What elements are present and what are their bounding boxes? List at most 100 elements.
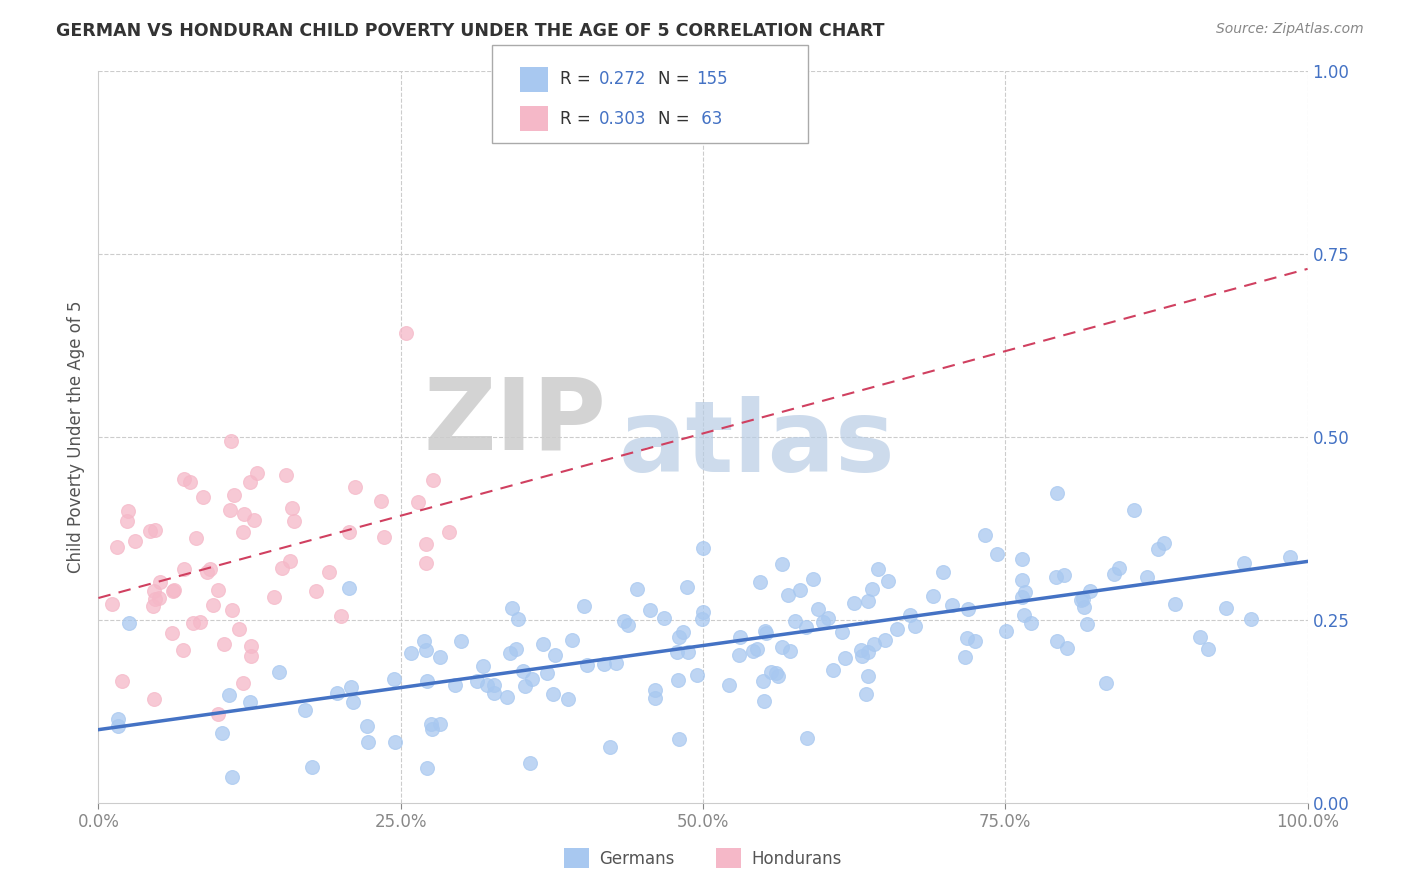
Text: Source: ZipAtlas.com: Source: ZipAtlas.com	[1216, 22, 1364, 37]
Point	[801, 572, 824, 586]
Point	[422, 473, 444, 487]
Point	[1076, 616, 1098, 631]
Point	[416, 673, 439, 688]
Point	[1108, 560, 1130, 574]
Point	[406, 494, 429, 508]
Point	[886, 622, 908, 636]
Point	[844, 596, 866, 610]
Point	[465, 673, 488, 688]
Point	[863, 637, 886, 651]
Point	[395, 326, 418, 341]
Text: 63: 63	[696, 110, 723, 128]
Point	[444, 678, 467, 692]
Point	[520, 672, 543, 686]
Point	[399, 646, 422, 660]
Point	[575, 658, 598, 673]
Point	[263, 590, 285, 604]
Point	[1070, 592, 1092, 607]
Point	[876, 574, 898, 588]
Point	[956, 601, 979, 615]
Point	[219, 434, 242, 448]
Text: 0.303: 0.303	[599, 110, 647, 128]
Point	[541, 687, 564, 701]
Point	[505, 641, 527, 656]
Point	[1095, 675, 1118, 690]
Point	[1045, 570, 1067, 584]
Point	[666, 673, 689, 687]
Point	[228, 622, 250, 636]
Point	[519, 756, 541, 771]
Point	[768, 668, 790, 682]
Point	[117, 504, 139, 518]
Point	[1197, 642, 1219, 657]
Text: 155: 155	[696, 70, 727, 88]
Point	[267, 665, 290, 680]
Point	[232, 676, 254, 690]
Text: N =: N =	[658, 70, 695, 88]
Point	[1278, 549, 1301, 564]
Point	[856, 669, 879, 683]
Point	[415, 537, 437, 551]
Point	[107, 719, 129, 733]
Text: atlas: atlas	[619, 396, 896, 493]
Point	[499, 646, 522, 660]
Text: R =: R =	[560, 70, 596, 88]
Point	[544, 648, 567, 662]
Point	[318, 565, 340, 579]
Point	[232, 524, 254, 539]
Point	[1014, 585, 1036, 599]
Point	[162, 626, 184, 640]
Point	[956, 631, 979, 645]
Point	[904, 619, 927, 633]
Point	[676, 580, 699, 594]
Point	[512, 664, 534, 678]
Point	[831, 625, 853, 640]
Point	[770, 557, 793, 571]
Point	[188, 615, 211, 629]
Point	[965, 633, 987, 648]
Point	[665, 645, 688, 659]
Point	[506, 612, 529, 626]
Point	[413, 633, 436, 648]
Point	[1011, 590, 1033, 604]
Point	[221, 603, 243, 617]
Point	[482, 678, 505, 692]
Point	[211, 726, 233, 740]
Point	[193, 490, 215, 504]
Point	[692, 605, 714, 619]
Point	[849, 643, 872, 657]
Point	[142, 584, 165, 599]
Point	[1014, 608, 1036, 623]
Point	[143, 692, 166, 706]
Point	[752, 674, 775, 689]
Point	[207, 583, 229, 598]
Point	[765, 666, 787, 681]
Point	[1240, 612, 1263, 626]
Point	[415, 556, 437, 570]
Text: N =: N =	[658, 110, 695, 128]
Point	[105, 540, 128, 554]
Point	[644, 691, 666, 706]
Point	[644, 682, 666, 697]
Point	[224, 488, 246, 502]
Point	[437, 525, 460, 540]
Text: ZIP: ZIP	[423, 374, 606, 471]
Point	[941, 598, 963, 612]
Point	[429, 649, 451, 664]
Point	[172, 643, 194, 657]
Point	[495, 690, 517, 704]
Point	[856, 645, 879, 659]
Point	[212, 637, 235, 651]
Point	[281, 501, 304, 516]
Point	[817, 611, 839, 625]
Y-axis label: Child Poverty Under the Age of 5: Child Poverty Under the Age of 5	[66, 301, 84, 574]
Point	[1078, 584, 1101, 599]
Point	[301, 760, 323, 774]
Point	[728, 630, 751, 644]
Point	[953, 649, 976, 664]
Point	[515, 679, 537, 693]
Point	[536, 666, 558, 681]
Point	[686, 667, 709, 681]
Point	[1189, 630, 1212, 644]
Point	[1164, 597, 1187, 611]
